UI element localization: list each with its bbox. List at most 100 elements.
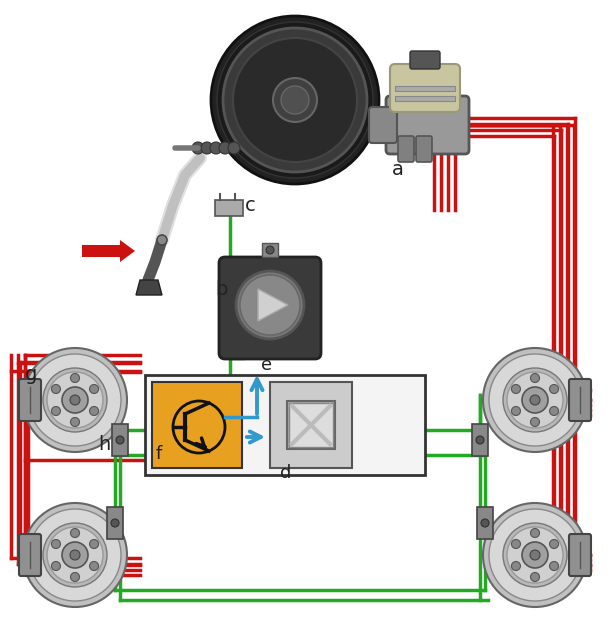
Circle shape <box>62 542 88 568</box>
Text: d: d <box>280 464 292 482</box>
Circle shape <box>489 509 581 601</box>
Polygon shape <box>82 240 135 262</box>
Bar <box>112 424 128 456</box>
Circle shape <box>236 271 304 339</box>
Circle shape <box>116 436 124 444</box>
FancyBboxPatch shape <box>410 51 440 69</box>
Text: e: e <box>261 356 272 374</box>
Circle shape <box>228 142 240 154</box>
Circle shape <box>29 354 121 446</box>
FancyBboxPatch shape <box>219 257 321 359</box>
Circle shape <box>503 523 567 587</box>
Circle shape <box>550 385 559 394</box>
Text: h: h <box>98 435 110 454</box>
FancyBboxPatch shape <box>386 96 469 154</box>
FancyBboxPatch shape <box>569 379 591 421</box>
Circle shape <box>266 246 274 254</box>
Circle shape <box>550 561 559 571</box>
Text: a: a <box>392 160 404 179</box>
Circle shape <box>530 550 540 560</box>
Circle shape <box>71 529 79 538</box>
Bar <box>152 382 242 468</box>
Polygon shape <box>136 280 162 295</box>
Circle shape <box>62 387 88 413</box>
FancyBboxPatch shape <box>19 534 41 576</box>
FancyBboxPatch shape <box>569 534 591 576</box>
Circle shape <box>476 436 484 444</box>
Circle shape <box>71 417 79 427</box>
Circle shape <box>111 519 119 527</box>
FancyBboxPatch shape <box>369 107 397 143</box>
Circle shape <box>483 503 587 607</box>
Circle shape <box>522 542 548 568</box>
Circle shape <box>531 373 539 382</box>
Text: c: c <box>245 196 256 215</box>
Bar <box>145 375 425 475</box>
Circle shape <box>43 368 107 432</box>
Circle shape <box>71 573 79 582</box>
Circle shape <box>233 38 357 162</box>
Circle shape <box>70 550 80 560</box>
FancyBboxPatch shape <box>19 379 41 421</box>
Circle shape <box>550 540 559 548</box>
Circle shape <box>210 142 222 154</box>
Circle shape <box>503 368 567 432</box>
Circle shape <box>23 503 127 607</box>
Circle shape <box>530 395 540 405</box>
FancyBboxPatch shape <box>390 64 460 112</box>
Circle shape <box>51 540 60 548</box>
Bar <box>395 96 455 101</box>
Circle shape <box>23 348 127 452</box>
Circle shape <box>90 406 99 415</box>
Circle shape <box>90 385 99 394</box>
Circle shape <box>273 78 317 122</box>
Bar <box>289 403 333 447</box>
Circle shape <box>211 16 379 184</box>
Circle shape <box>507 372 563 428</box>
Bar <box>262 243 278 257</box>
Circle shape <box>47 527 103 583</box>
Circle shape <box>507 527 563 583</box>
Circle shape <box>70 395 80 405</box>
FancyBboxPatch shape <box>416 136 432 162</box>
Circle shape <box>489 354 581 446</box>
Circle shape <box>531 573 539 582</box>
Circle shape <box>51 385 60 394</box>
Circle shape <box>29 509 121 601</box>
Text: f: f <box>156 445 162 463</box>
Circle shape <box>240 275 300 335</box>
Circle shape <box>531 529 539 538</box>
Circle shape <box>90 540 99 548</box>
Circle shape <box>481 519 489 527</box>
Circle shape <box>219 142 231 154</box>
Circle shape <box>483 348 587 452</box>
Bar <box>477 507 493 539</box>
FancyBboxPatch shape <box>398 136 414 162</box>
Bar <box>215 200 243 216</box>
Circle shape <box>522 387 548 413</box>
Circle shape <box>71 373 79 382</box>
Bar <box>395 86 455 91</box>
Circle shape <box>217 22 373 178</box>
Circle shape <box>531 417 539 427</box>
Polygon shape <box>258 289 288 321</box>
Circle shape <box>511 561 520 571</box>
Circle shape <box>511 406 520 415</box>
Circle shape <box>43 523 107 587</box>
Circle shape <box>51 561 60 571</box>
Circle shape <box>201 142 213 154</box>
Text: g: g <box>25 365 37 384</box>
Bar <box>472 424 488 456</box>
Circle shape <box>90 561 99 571</box>
Circle shape <box>281 86 309 114</box>
Circle shape <box>550 406 559 415</box>
Circle shape <box>223 28 367 172</box>
Circle shape <box>47 372 103 428</box>
Circle shape <box>157 235 167 245</box>
Circle shape <box>192 142 204 154</box>
Bar <box>107 507 123 539</box>
Circle shape <box>51 406 60 415</box>
Text: b: b <box>215 280 228 299</box>
Bar <box>287 401 335 449</box>
Bar <box>270 382 352 468</box>
